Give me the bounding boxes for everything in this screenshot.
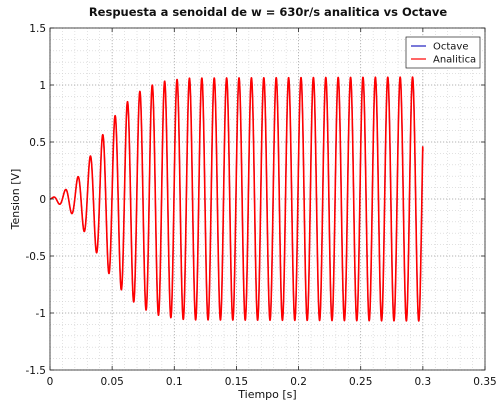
chart-title: Respuesta a senoidal de w = 630r/s anali… <box>89 5 448 19</box>
y-tick-label: 1.5 <box>29 23 46 35</box>
x-tick-label: 0.2 <box>290 376 307 388</box>
legend-label-octave: Octave <box>433 42 469 53</box>
x-tick-label: 0.05 <box>100 376 123 388</box>
y-tick-label: -0.5 <box>26 251 47 263</box>
legend-box <box>405 36 481 69</box>
y-tick-label: 0 <box>39 194 46 206</box>
x-tick-label: 0 <box>47 376 54 388</box>
x-tick-label: 0.25 <box>349 376 372 388</box>
y-tick-label: 0.5 <box>29 137 46 149</box>
x-tick-label: 0.35 <box>473 376 496 388</box>
axis-ticks: 0 0.05 0.1 0.15 0.2 0.25 0.3 0.35 -1.5 -1 -0.5 0 0.5… <box>26 23 497 388</box>
x-tick-label: 0.1 <box>166 376 183 388</box>
x-axis-label: Tiempo [s] <box>237 388 296 400</box>
y-tick-label: -1.5 <box>26 365 47 377</box>
y-tick-label: -1 <box>36 308 46 320</box>
series-line-analitica <box>49 76 424 322</box>
legend: Octave Analitica <box>405 36 481 69</box>
y-axis-label: Tension [V] <box>9 169 22 231</box>
y-tick-label: 1 <box>39 80 46 92</box>
legend-label-analitica: Analitica <box>433 55 476 66</box>
x-tick-label: 0.15 <box>225 376 248 388</box>
series-layer <box>49 76 424 322</box>
x-tick-label: 0.3 <box>415 376 432 388</box>
